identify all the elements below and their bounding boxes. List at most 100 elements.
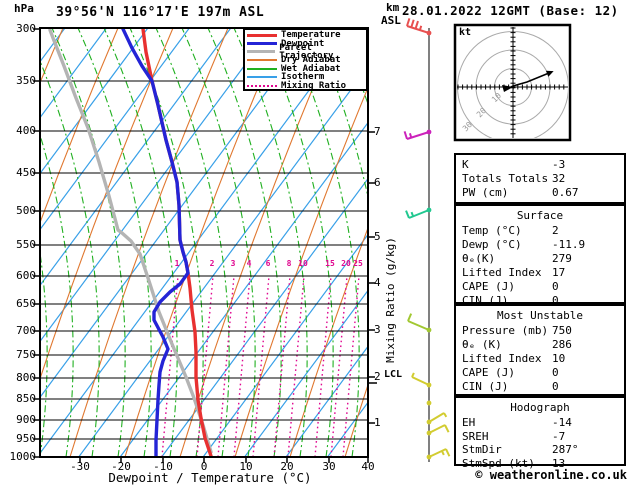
mu-row-theta-e: θₑ (K) 286 [456, 338, 624, 352]
mu-row-cape: CAPE (J) 0 [456, 366, 624, 380]
dewpoint-line-swatch [247, 42, 277, 46]
pressure-tick-label: 950 [16, 432, 36, 445]
row-value: 0 [552, 380, 559, 393]
pressure-tick-label: 850 [16, 392, 36, 405]
row-label: Dewp (°C) [462, 238, 522, 251]
row-value: 17 [552, 266, 566, 279]
temp-tick-label: -30 [70, 460, 90, 473]
pressure-tick-label: 550 [16, 238, 36, 251]
legend-label: Temperature [281, 30, 341, 41]
row-value: 0.67 [552, 186, 579, 199]
km-tick-label: 4 [374, 276, 381, 289]
row-label: PW (cm) [462, 186, 509, 199]
altitude-unit-km: km [386, 1, 400, 14]
row-value: 13 [552, 456, 566, 470]
pressure-tick-label: 300 [16, 22, 36, 35]
hodo-row-stmdir: StmDir 287° [456, 443, 624, 457]
row-value: -3 [552, 158, 566, 171]
hodo-row-sreh: SREH -7 [456, 430, 624, 444]
row-label: θₑ(K) [462, 252, 496, 265]
km-tick-label: 5 [374, 230, 381, 243]
row-label: CIN (J) [462, 380, 509, 393]
datetime-title: 28.01.2022 12GMT (Base: 12) [402, 3, 619, 18]
row-label: θₑ (K) [462, 338, 502, 351]
km-tick-label: 7 [374, 125, 381, 138]
km-tick-label: 1 [374, 416, 381, 429]
row-label: K [462, 158, 469, 171]
row-label: CAPE (J) [462, 366, 515, 379]
row-value: -14 [552, 416, 572, 429]
pressure-tick-label: 900 [16, 413, 36, 426]
legend-item-dry-adiabat: Dry Adiabat [247, 56, 366, 65]
row-value: 0 [552, 294, 559, 307]
hodo-row-stmspd: StmSpd (kt) 13 [456, 457, 624, 471]
mixing-ratio-value-label: 25 [353, 259, 363, 268]
row-label: SREH [462, 429, 489, 443]
legend-item-isotherm: Isotherm [247, 73, 366, 82]
km-tick-label: 6 [374, 176, 381, 189]
indices-box: K -3 Totals Totals 32 PW (cm) 0.67 [454, 153, 626, 204]
mixing-ratio-value-label: 20 [341, 259, 351, 268]
most-unstable-box-title: Most Unstable [496, 309, 584, 322]
wet-adiabat-line-swatch [247, 67, 277, 70]
legend-label: Wet Adiabat [281, 63, 341, 74]
hodograph-unit-label: kt [459, 27, 472, 38]
surface-box: Surface Temp (°C) 2 Dewp (°C) -11.9 θₑ(K) 2… [454, 204, 626, 307]
legend: Temperature Dewpoint Parcel Trajectory D… [243, 28, 368, 91]
temp-tick-label: 0 [200, 460, 208, 473]
row-label: StmDir [462, 443, 502, 456]
index-row-totals: Totals Totals 32 [456, 172, 624, 186]
x-axis-title: Dewpoint / Temperature (°C) [108, 470, 312, 485]
altitude-unit-asl: ASL [381, 14, 401, 27]
row-value: -7 [552, 429, 566, 443]
row-label: CAPE (J) [462, 280, 515, 293]
pressure-tick-label: 1000 [9, 450, 37, 463]
pressure-tick-label: 400 [16, 124, 36, 137]
surface-row-dewp: Dewp (°C) -11.9 [456, 238, 624, 252]
temp-tick-label: 10 [239, 460, 253, 473]
isotherm-line-swatch [247, 76, 277, 79]
surface-box-title: Surface [516, 209, 564, 222]
pressure-tick-label: 750 [16, 348, 36, 361]
row-value: 287° [552, 443, 579, 456]
index-row-pw: PW (cm) 0.67 [456, 186, 624, 200]
station-title: 39°56'N 116°17'E 197m ASL [56, 5, 265, 20]
most-unstable-box: Most Unstable Pressure (mb) 750 θₑ (K) 286… [454, 304, 626, 396]
mixing-ratio-value-label: 6 [265, 259, 271, 268]
surface-row-lifted-index: Lifted Index 17 [456, 266, 624, 280]
row-value: 286 [552, 338, 572, 351]
pressure-tick-label: 650 [16, 297, 36, 310]
row-label: Totals Totals [462, 172, 549, 185]
surface-row-cin: CIN (J) 0 [456, 294, 624, 308]
legend-item-temperature: Temperature [247, 30, 366, 41]
mixing-ratio-value-label: 2 [209, 259, 215, 268]
row-label: CIN (J) [462, 294, 509, 307]
temp-tick-label: 20 [280, 460, 294, 473]
mixing-ratio-value-label: 3 [230, 259, 236, 268]
row-value: 0 [552, 366, 559, 379]
pressure-tick-label: 450 [16, 166, 36, 179]
hodograph-stats-box: Hodograph EH -14 SREH -7 StmDir 287° StmSpd… [454, 396, 626, 470]
copyright-credit: © weatheronline.co.uk [475, 468, 627, 482]
legend-label: Mixing Ratio [281, 80, 347, 91]
temp-tick-label: -20 [111, 460, 131, 473]
surface-row-cape: CAPE (J) 0 [456, 280, 624, 294]
pressure-tick-label: 350 [16, 74, 36, 87]
temp-tick-label: -10 [153, 460, 173, 473]
mixing-ratio-value-label: 1 [174, 259, 180, 268]
hodo-row-eh: EH -14 [456, 416, 624, 430]
temp-tick-label: 30 [322, 460, 336, 473]
row-label: Temp (°C) [462, 224, 522, 237]
mixing-ratio-value-label: 8 [286, 259, 292, 268]
row-label: Lifted Index [462, 266, 542, 279]
temp-tick-label: 40 [361, 460, 375, 473]
row-value: 279 [552, 252, 572, 265]
hodograph-box-title: Hodograph [510, 401, 570, 414]
mixing-ratio-value-label: 4 [246, 259, 252, 268]
mu-row-lifted-index: Lifted Index 10 [456, 352, 624, 366]
row-value: 0 [552, 280, 559, 293]
temperature-line-swatch [247, 33, 277, 37]
row-value: 32 [552, 172, 566, 185]
dry-adiabat-line-swatch [247, 59, 277, 62]
